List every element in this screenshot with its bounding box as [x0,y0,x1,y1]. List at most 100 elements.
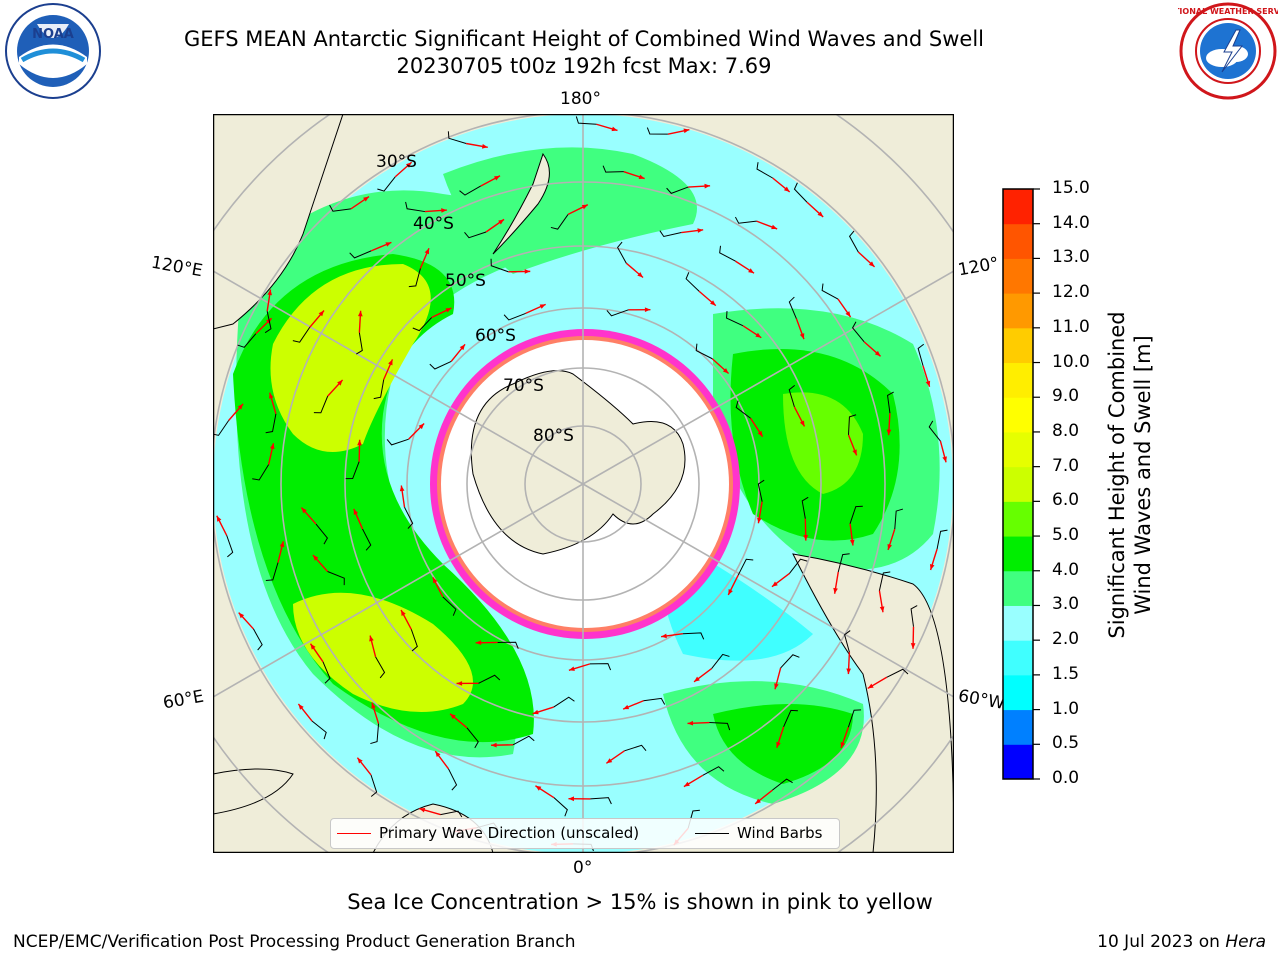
wind-barb [322,661,331,684]
wind-barb [265,413,277,434]
wind-barb [459,185,481,196]
lat-label-30s: 30°S [376,152,417,172]
colorbar-segment [1003,431,1033,468]
lat-label-50s: 50°S [445,271,486,291]
lon-label-left-upper: 120°E [149,252,205,282]
wave-arrowhead [799,333,805,340]
wave-arrowhead [445,308,452,313]
colorbar-segment [1003,223,1033,259]
wind-barb [851,321,865,343]
colorbar-tick-label: 14.0 [1052,212,1090,233]
wave-arrowhead [867,683,874,689]
colorbar-segment [1003,397,1033,433]
wave-arrowhead [661,633,667,639]
wave-direction-arrows [213,116,948,852]
nws-logo: NATIONAL WEATHER SERVICE [1178,2,1278,100]
wave-arrowhead [757,430,763,437]
lon-label-right-lower: 60°W [956,686,1007,714]
wave-arrowhead [371,702,376,709]
wind-barb [772,778,793,791]
title-line1: GEFS MEAN Antarctic Significant Height o… [183,27,985,51]
wind-barb [847,414,857,435]
wind-barb [370,774,378,797]
wind-barb [878,571,891,591]
wave-arrowhead [846,668,851,675]
wave-arrowhead [312,555,319,561]
wave-arrowhead [491,742,497,748]
lon-label-bottom: 0° [573,858,593,878]
wind-barb [497,641,519,649]
wind-barb [327,571,345,586]
wind-barb [264,311,272,334]
wave-arrowhead [771,224,778,230]
wind-barb [442,596,457,616]
wind-barb [313,395,329,414]
wind-barb [253,628,263,651]
colorbar-tick-label: 6.0 [1052,490,1080,511]
wind-barb [757,479,765,502]
colorbar-tick-label: 8.0 [1052,420,1080,441]
footer-date: 10 Jul 2023 on Hera [1097,932,1266,952]
wind-barb [886,668,909,678]
wind-barb [408,268,421,288]
wind-barb [936,529,948,550]
wind-barb [553,797,568,817]
colorbar-tick-label: 13.0 [1052,247,1090,268]
primary-wave-legend-line [337,832,371,834]
wind-barb [788,384,796,408]
noaa-logo: NOAA [5,3,101,99]
wind-barb [370,723,380,745]
wave-arrowhead [269,443,275,450]
wave-arrowhead [697,228,704,233]
wave-arrowhead [424,248,429,255]
wave-arrowhead [623,704,630,710]
wave-arrowhead [419,807,426,813]
colorbar-segment [1003,258,1033,294]
wave-arrowhead [385,242,392,247]
colorbar-tick-label: 1.5 [1052,663,1080,684]
wind-barb [709,722,731,731]
wave-arrowhead [868,261,875,267]
lon-label-right-upper: 120° [956,253,1001,281]
wave-arrowhead [269,392,274,399]
lat-label-60s: 60°S [475,326,516,346]
graticule [213,114,954,853]
wind-barb [789,558,808,574]
colorbar-tick-label: 0.5 [1052,733,1080,754]
wave-arrowhead [611,126,618,132]
wind-barb [801,496,809,519]
wave-arrowhead [852,449,857,456]
svg-text:NOAA: NOAA [32,27,74,42]
wave-arrowhead [929,564,935,571]
lon-label-top: 180° [560,89,601,109]
wave-arrowhead [441,208,447,213]
wave-arrowhead [771,581,778,587]
colorbar-tick-label: 11.0 [1052,316,1090,337]
wind-barb [490,258,509,273]
wind-barb [659,230,682,238]
wind-barb [737,558,754,576]
wave-arrowhead [481,144,488,149]
wind-barb [478,674,501,684]
wind-barb [410,629,418,652]
wind-barb [780,654,800,669]
wind-barb [783,709,798,728]
wind-barb [711,653,730,669]
wind-barb [575,116,597,125]
wave-arrowhead [524,269,531,274]
colorbar-segment [1003,640,1033,676]
wind-barb [606,309,629,317]
wind-barb [917,343,925,366]
wind-barb [695,343,713,360]
wind-barb [404,507,414,529]
wave-arrowhead [644,307,651,313]
wave-arrowhead [840,742,846,749]
wave-arrowhead [925,380,931,387]
wind-barb [602,165,624,173]
wave-arrowhead [532,709,539,715]
wave-arrowhead [456,681,463,686]
wave-arrowhead [803,535,809,541]
wave-arrowhead [418,423,425,430]
wave-arrowhead [757,517,762,524]
wind-barb [702,766,725,776]
